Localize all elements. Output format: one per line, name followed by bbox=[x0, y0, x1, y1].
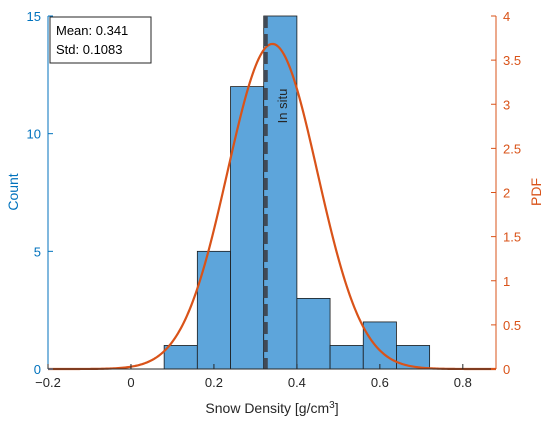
pdf-curve bbox=[48, 42, 496, 371]
histogram-bar bbox=[329, 345, 364, 370]
right-y-tick-label: 3.5 bbox=[503, 53, 521, 68]
in-situ-label: In situ bbox=[275, 89, 290, 124]
x-tick-label: −0.2 bbox=[35, 375, 61, 390]
histogram-bar bbox=[263, 15, 298, 370]
right-y-tick-label: 0 bbox=[503, 362, 510, 377]
stats-box: Mean: 0.341 Std: 0.1083 bbox=[49, 16, 152, 64]
left-y-tick-label: 10 bbox=[27, 127, 41, 142]
histogram-bar bbox=[230, 86, 265, 370]
histogram-bar bbox=[362, 321, 397, 370]
right-y-axis-title: PDF bbox=[528, 178, 544, 206]
x-tick-label: 0.4 bbox=[288, 375, 306, 390]
right-y-tick-label: 1.5 bbox=[503, 230, 521, 245]
x-tick-label: 0.8 bbox=[454, 375, 472, 390]
histogram-bars bbox=[163, 15, 431, 370]
x-tick-label: 0.2 bbox=[205, 375, 223, 390]
x-tick-label: 0.6 bbox=[371, 375, 389, 390]
right-y-axis-ticks: 0 0.5 1 1.5 2 2.5 3 3.5 4 bbox=[491, 9, 521, 377]
histogram-bar bbox=[296, 297, 331, 370]
histogram-bar bbox=[163, 345, 198, 370]
right-y-tick-label: 0.5 bbox=[503, 318, 521, 333]
left-y-tick-label: 15 bbox=[27, 9, 41, 24]
right-y-tick-label: 1 bbox=[503, 274, 510, 289]
left-y-axis-title: Count bbox=[5, 173, 21, 210]
right-y-tick-label: 2.5 bbox=[503, 141, 521, 156]
right-y-tick-label: 3 bbox=[503, 97, 510, 112]
std-text: Std: 0.1083 bbox=[56, 42, 123, 57]
left-y-tick-label: 5 bbox=[34, 244, 41, 259]
right-y-tick-label: 2 bbox=[503, 186, 510, 201]
x-axis-title: Snow Density [g/cm3] bbox=[205, 400, 338, 416]
stats-box-frame bbox=[49, 16, 152, 64]
left-y-axis-ticks: 0 5 10 15 bbox=[27, 9, 53, 377]
x-axis-ticks: −0.2 0 0.2 0.4 0.6 0.8 bbox=[35, 364, 472, 390]
right-y-tick-label: 4 bbox=[503, 9, 510, 24]
left-y-tick-label: 0 bbox=[34, 362, 41, 377]
mean-text: Mean: 0.341 bbox=[56, 23, 128, 38]
x-tick-label: 0 bbox=[127, 375, 134, 390]
